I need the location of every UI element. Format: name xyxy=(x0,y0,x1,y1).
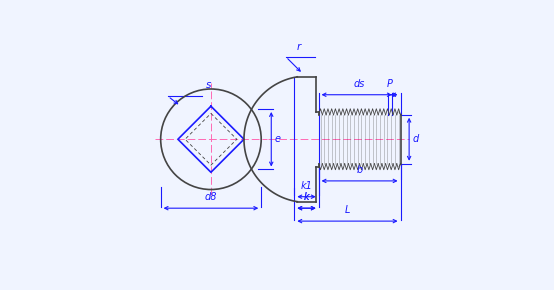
Text: P: P xyxy=(387,79,393,89)
Text: k: k xyxy=(304,193,309,202)
Text: d8: d8 xyxy=(204,193,217,202)
Text: ds: ds xyxy=(354,79,365,89)
Text: L: L xyxy=(345,205,350,215)
Text: b: b xyxy=(356,165,363,175)
Text: r: r xyxy=(296,42,301,52)
Text: k1: k1 xyxy=(301,181,312,191)
Text: k: k xyxy=(304,193,309,202)
Text: e: e xyxy=(274,134,280,144)
Text: d: d xyxy=(413,134,419,144)
Text: s: s xyxy=(206,80,211,90)
